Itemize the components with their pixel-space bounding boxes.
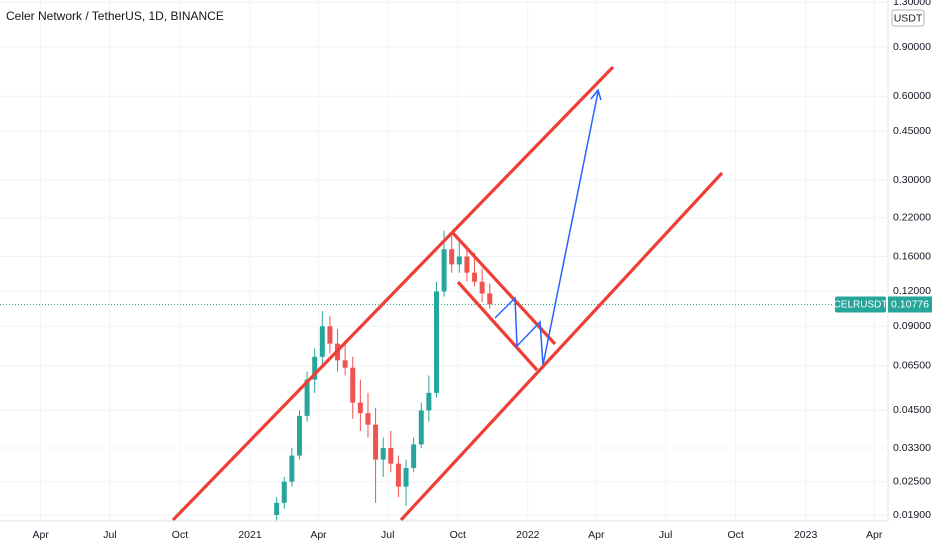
candle-body	[464, 256, 470, 273]
y-tick-label: 0.02500	[893, 475, 931, 487]
y-tick-label: 0.45000	[893, 125, 931, 137]
y-tick-label: 0.09000	[893, 320, 931, 332]
x-tick-label: Oct	[727, 529, 743, 541]
candle-body	[365, 413, 371, 425]
channel-upper	[171, 65, 615, 521]
x-tick-label: 2021	[238, 529, 262, 541]
price-plot	[0, 230, 888, 521]
x-tick-label: Apr	[588, 529, 605, 541]
y-tick-label: 0.01900	[893, 509, 931, 521]
y-tick-label: 1.30000	[893, 0, 931, 8]
y-tick-label: 0.04500	[893, 404, 931, 416]
last-price-label: 0.10776	[891, 299, 929, 311]
candle-body	[395, 463, 401, 487]
candle-body	[281, 481, 287, 503]
candle-body	[312, 356, 318, 380]
y-tick-label: 0.16000	[893, 250, 931, 262]
y-tick-label: 0.06500	[893, 360, 931, 372]
candle-body	[274, 502, 280, 515]
arrow-head	[590, 88, 602, 101]
channel-lower	[399, 171, 724, 521]
candle-body	[342, 360, 348, 368]
candle-body	[319, 326, 325, 357]
candle-body	[357, 402, 363, 414]
candle-body	[327, 326, 333, 344]
y-tick-label: 0.22000	[893, 212, 931, 224]
grid	[0, 0, 888, 521]
flag-lower	[456, 280, 539, 372]
projection-path	[494, 91, 599, 366]
candle-body	[449, 249, 455, 265]
candle-body	[433, 291, 439, 393]
candle-body	[304, 379, 310, 416]
x-tick-label: Jul	[659, 529, 672, 541]
candle-body	[426, 392, 432, 411]
candle-body	[350, 367, 356, 403]
candle-body	[487, 293, 493, 305]
x-tick-label: Apr	[32, 529, 49, 541]
x-tick-label: Apr	[866, 529, 883, 541]
currency-label: USDT	[894, 12, 923, 24]
axes: Apr Jul Oct 2021 Apr Jul Oct 2022 Apr Jul Oct 2023 A…	[32, 0, 932, 541]
x-tick-label: Oct	[450, 529, 466, 541]
drawings	[171, 65, 724, 521]
candle-body	[373, 424, 379, 460]
candle-body	[479, 281, 485, 294]
candle-body	[388, 448, 394, 464]
candle-body	[411, 444, 417, 468]
x-tick-label: Jul	[103, 529, 116, 541]
x-tick-label: 2023	[794, 529, 818, 541]
candle-body	[441, 249, 447, 292]
y-tick-label: 0.03300	[893, 442, 931, 454]
candle-body	[456, 256, 462, 265]
price-badge	[888, 296, 932, 313]
price-axis-panel	[888, 0, 932, 550]
candle-body	[472, 272, 478, 282]
x-tick-label: 2022	[516, 529, 540, 541]
symbol-badge	[835, 296, 886, 313]
candle-body	[380, 448, 386, 460]
symbol-label: CELRUSDT	[834, 300, 888, 311]
x-tick-label: Jul	[381, 529, 394, 541]
candle-body	[296, 415, 302, 456]
x-tick-label: Apr	[310, 529, 327, 541]
y-tick-label: 0.90000	[893, 41, 931, 53]
candle-body	[289, 455, 295, 482]
chart-title: Celer Network / TetherUS, 1D, BINANCE	[6, 9, 224, 23]
flag-upper	[450, 230, 557, 346]
x-tick-label: Oct	[172, 529, 188, 541]
candle-body	[403, 467, 409, 487]
y-tick-label: 0.60000	[893, 90, 931, 102]
currency-box	[891, 9, 925, 27]
y-tick-label: 0.12000	[893, 285, 931, 297]
candle-body	[418, 410, 424, 445]
y-tick-label: 0.30000	[893, 174, 931, 186]
